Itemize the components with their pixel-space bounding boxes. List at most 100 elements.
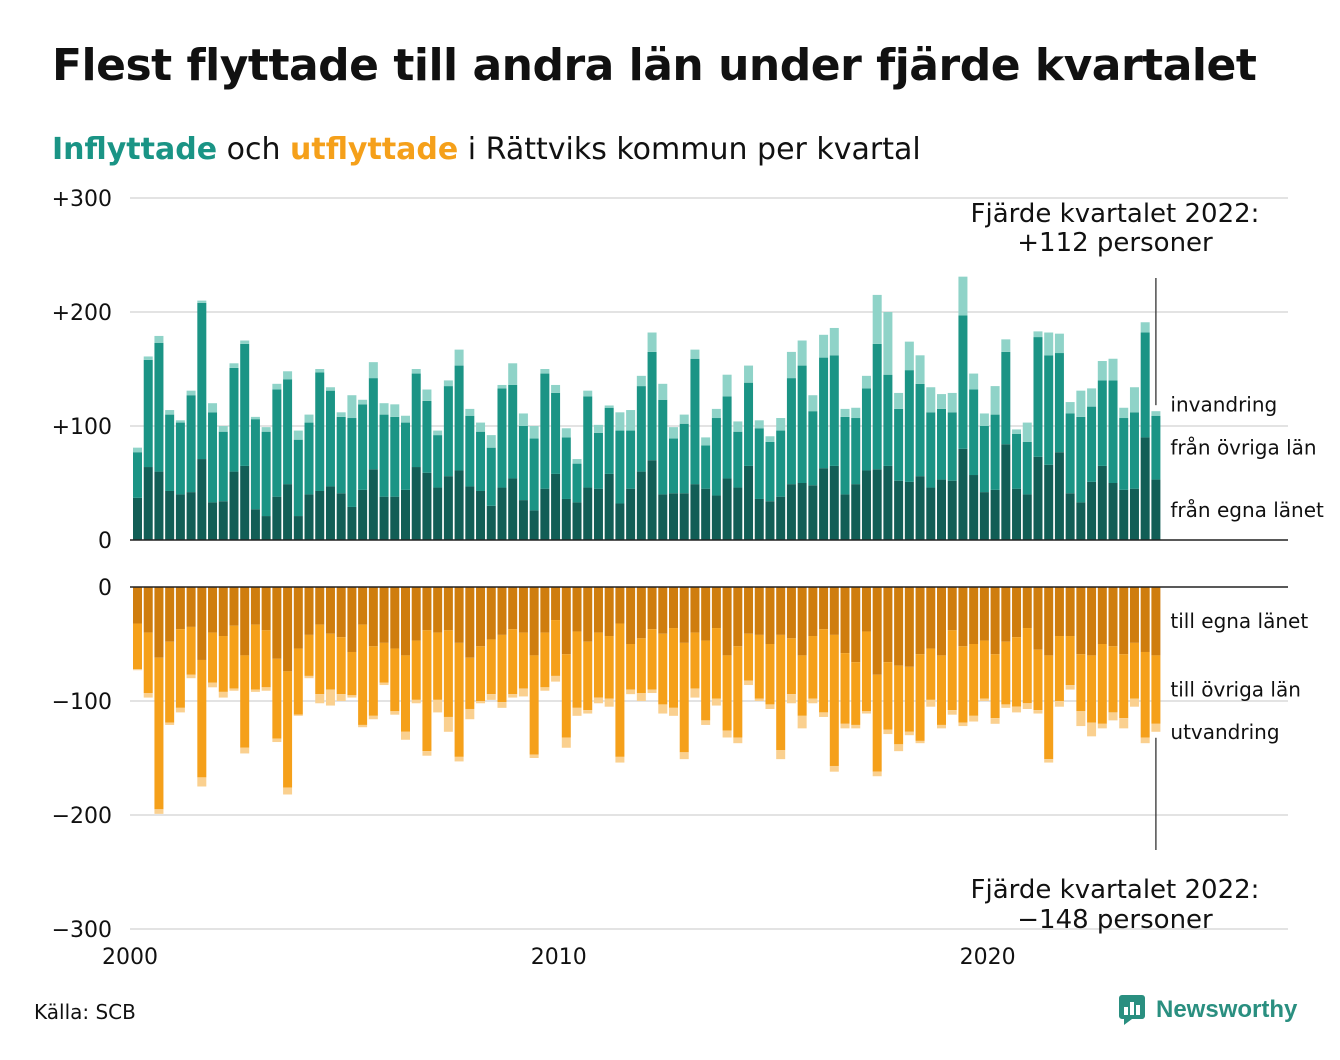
bar-in-invandring <box>336 412 346 417</box>
bar-in-egna-lanet <box>551 473 561 540</box>
bar-in-egna-lanet <box>937 479 946 540</box>
x-tick-label: 2000 <box>102 945 158 970</box>
bar-in-ovriga-lan <box>165 414 175 491</box>
bar-in-invandring <box>636 375 646 387</box>
bar-in-egna-lanet <box>465 486 475 540</box>
bar-out-egna-lanet <box>915 587 925 655</box>
bar-in-invandring <box>551 384 561 393</box>
bar-in-invandring <box>304 414 314 423</box>
bar-out-egna-lanet <box>990 587 1000 655</box>
bar-out-egna-lanet <box>615 587 625 624</box>
bar-in-egna-lanet <box>615 503 625 540</box>
bar-in-invandring <box>529 426 539 439</box>
bar-in-egna-lanet <box>765 501 775 540</box>
bar-out-utvandring <box>411 699 421 704</box>
bar-in-egna-lanet <box>636 471 646 540</box>
bar-in-ovriga-lan <box>476 431 486 491</box>
bar-in-egna-lanet <box>175 494 185 540</box>
bar-out-egna-lanet <box>883 587 893 663</box>
bar-out-egna-lanet <box>368 587 378 647</box>
bar-out-egna-lanet <box>529 587 539 656</box>
bar-in-invandring <box>1012 429 1022 434</box>
bar-out-utvandring <box>540 687 550 691</box>
bar-in-ovriga-lan <box>368 378 378 470</box>
bar-in-egna-lanet <box>315 490 325 540</box>
bar-in-egna-lanet <box>1044 464 1054 540</box>
bar-in-egna-lanet <box>379 496 389 540</box>
bar-in-invandring <box>915 355 925 384</box>
bar-in-ovriga-lan <box>615 430 625 504</box>
bar-in-ovriga-lan <box>454 365 464 471</box>
bar-out-ovriga-lan <box>325 633 335 690</box>
bar-out-ovriga-lan <box>744 633 754 681</box>
bar-in-egna-lanet <box>969 475 979 540</box>
bar-in-invandring <box>690 349 700 359</box>
bar-out-ovriga-lan <box>861 631 871 712</box>
bar-out-egna-lanet <box>1012 587 1022 638</box>
bar-in-egna-lanet <box>197 459 207 540</box>
bar-out-utvandring <box>1097 723 1107 729</box>
annotation-bottom-line1: Fjärde kvartalet 2022: <box>971 875 1260 905</box>
bar-in-ovriga-lan <box>401 422 410 490</box>
bar-in-ovriga-lan <box>250 419 260 510</box>
bar-out-ovriga-lan <box>1001 641 1011 705</box>
bar-in-invandring <box>561 428 571 438</box>
bar-out-utvandring <box>197 777 207 787</box>
bar-out-egna-lanet <box>540 587 550 633</box>
bar-out-egna-lanet <box>1054 587 1064 637</box>
bar-in-ovriga-lan <box>819 357 829 469</box>
bar-in-egna-lanet <box>1065 493 1075 540</box>
bar-in-ovriga-lan <box>486 447 496 506</box>
bar-in-ovriga-lan <box>754 428 764 499</box>
bar-in-invandring <box>797 340 807 366</box>
bar-out-utvandring <box>947 710 957 715</box>
bar-out-ovriga-lan <box>293 648 303 715</box>
bar-in-egna-lanet <box>786 484 796 540</box>
bar-out-egna-lanet <box>486 587 496 640</box>
bar-out-ovriga-lan <box>937 655 946 725</box>
bar-out-utvandring <box>829 765 839 772</box>
legend-out-label: till egna länet <box>1170 609 1308 633</box>
bar-in-egna-lanet <box>1076 502 1086 540</box>
bar-in-egna-lanet <box>926 487 936 540</box>
bar-in-invandring <box>261 427 271 432</box>
bar-in-ovriga-lan <box>690 358 700 485</box>
bar-in-ovriga-lan <box>208 412 218 503</box>
bar-in-invandring <box>1097 361 1107 381</box>
bar-in-egna-lanet <box>701 488 711 540</box>
bar-out-ovriga-lan <box>1033 649 1043 711</box>
bar-in-invandring <box>829 327 839 356</box>
bar-out-ovriga-lan <box>1087 655 1097 723</box>
bar-out-utvandring <box>808 698 818 704</box>
bar-out-ovriga-lan <box>808 636 818 699</box>
bar-in-ovriga-lan <box>1119 418 1129 490</box>
bar-out-egna-lanet <box>518 587 528 633</box>
bar-out-egna-lanet <box>422 587 432 631</box>
bar-in-egna-lanet <box>336 493 346 540</box>
bar-out-egna-lanet <box>293 587 303 649</box>
bar-out-ovriga-lan <box>615 623 625 757</box>
y-tick-bottom: −100 <box>52 690 112 715</box>
bar-out-utvandring <box>186 674 196 679</box>
bar-out-ovriga-lan <box>894 665 904 745</box>
bar-out-utvandring <box>1140 737 1150 744</box>
bar-in-egna-lanet <box>283 484 293 540</box>
bar-in-ovriga-lan <box>1140 332 1150 438</box>
bar-out-utvandring <box>358 724 368 728</box>
bar-out-ovriga-lan <box>336 637 346 695</box>
bar-out-utvandring <box>658 704 668 714</box>
annotation-top-line1: Fjärde kvartalet 2022: <box>971 199 1260 229</box>
bar-out-utvandring <box>1033 710 1043 714</box>
bar-in-egna-lanet <box>754 498 764 540</box>
bar-out-egna-lanet <box>701 587 711 641</box>
bar-in-egna-lanet <box>872 469 882 540</box>
bar-out-egna-lanet <box>979 587 989 641</box>
bar-out-utvandring <box>904 731 914 736</box>
bar-in-ovriga-lan <box>872 343 882 470</box>
bar-out-egna-lanet <box>604 587 614 637</box>
bar-in-invandring <box>272 383 282 390</box>
bar-out-utvandring <box>1012 706 1022 713</box>
bar-in-egna-lanet <box>304 494 314 540</box>
bar-out-egna-lanet <box>861 587 871 632</box>
bar-out-egna-lanet <box>1151 587 1161 656</box>
